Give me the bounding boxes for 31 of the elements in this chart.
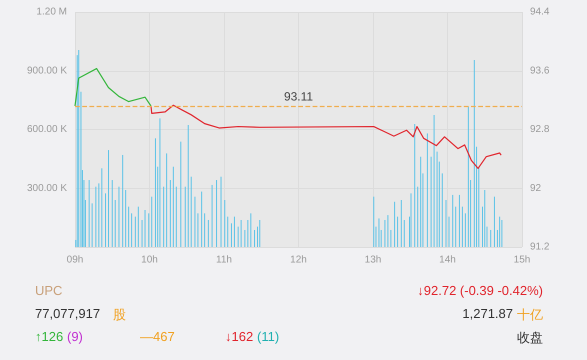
text: 十亿 bbox=[517, 306, 543, 324]
ref-line-label: 93.11 bbox=[284, 90, 314, 104]
y2-tick-label: 93.6 bbox=[530, 65, 550, 76]
y-tick-label: 1.20 M bbox=[36, 6, 67, 18]
text: ↓92.72 (-0.39 -0.42%) bbox=[417, 283, 543, 298]
text: 收盘 bbox=[517, 329, 543, 347]
text: 1,271.87 bbox=[462, 306, 513, 321]
y-tick-label: 600.00 K bbox=[26, 124, 68, 135]
text: UPC bbox=[35, 283, 62, 298]
y2-tick-label: 92.8 bbox=[530, 124, 550, 135]
line-series bbox=[150, 104, 502, 170]
x-tick-label: 15h bbox=[514, 254, 530, 266]
x-tick-label: 11h bbox=[216, 254, 232, 266]
text: ↓162 bbox=[225, 329, 254, 344]
x-tick-label: 10h bbox=[141, 254, 158, 266]
x-tick-label: 13h bbox=[364, 254, 382, 266]
x-tick-label: 12h bbox=[290, 254, 307, 266]
y2-tick-label: 94.4 bbox=[530, 6, 550, 18]
x-tick-label: 09h bbox=[66, 254, 84, 266]
x-tick-label: 14h bbox=[439, 254, 456, 266]
text: (11) bbox=[257, 329, 280, 344]
line-series bbox=[74, 68, 152, 107]
text: —467 bbox=[140, 329, 175, 344]
y2-tick-label: 92 bbox=[530, 182, 542, 194]
y-tick-label: 300.00 K bbox=[26, 182, 68, 194]
text: (9) bbox=[67, 329, 83, 344]
text: 77,077,917 bbox=[35, 306, 100, 321]
y-tick-label: 900.00 K bbox=[26, 65, 68, 76]
y2-tick-label: 91.2 bbox=[530, 242, 550, 252]
text: 股 bbox=[113, 306, 126, 324]
text: ↑126 bbox=[35, 329, 64, 344]
